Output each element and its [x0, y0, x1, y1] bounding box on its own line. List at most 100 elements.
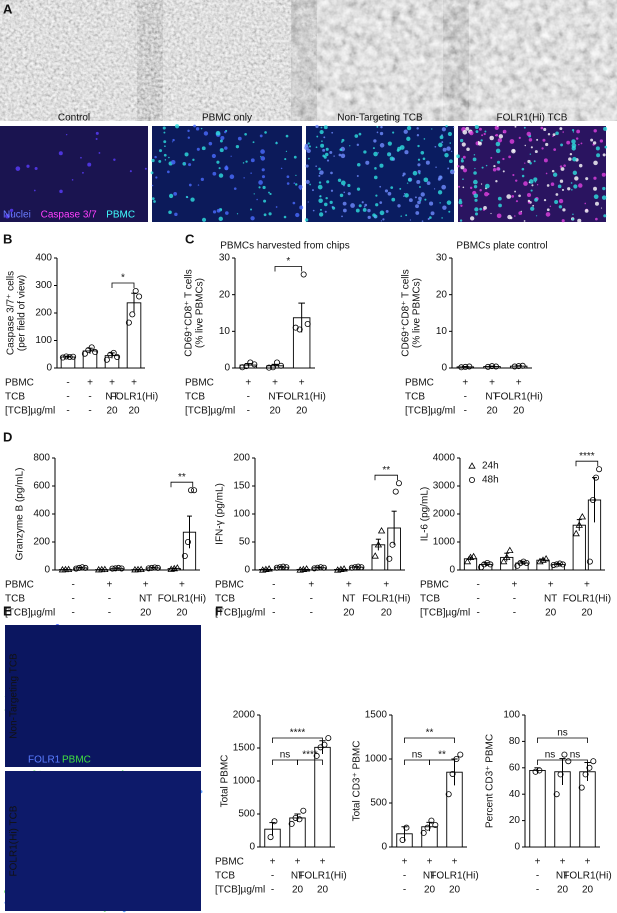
cell [545, 212, 551, 217]
condition-value: 20 [582, 885, 594, 896]
cell [439, 202, 441, 204]
condition-value: + [402, 857, 408, 868]
cell [400, 215, 402, 217]
data-point [352, 564, 359, 571]
fluorescence-image [0, 126, 148, 222]
data-point [499, 557, 508, 565]
cell [158, 159, 162, 163]
y-tick-label: 500 [370, 798, 387, 809]
cell [530, 206, 535, 211]
cell [164, 145, 166, 148]
cell [367, 208, 371, 213]
cell [595, 217, 598, 221]
cell [514, 125, 517, 128]
condition-label: PBMC [420, 580, 449, 591]
cell [339, 193, 344, 198]
cell [481, 134, 484, 137]
data-point [374, 540, 383, 548]
cell [480, 183, 483, 185]
y-axis-label: (% live PBMCs) [195, 278, 206, 348]
cell [593, 194, 599, 200]
condition-value: FOLR1(Hi) [110, 392, 158, 403]
cell [196, 147, 200, 151]
condition-value: 20 [557, 885, 569, 896]
data-point [317, 564, 324, 571]
cell [264, 131, 267, 134]
cell [415, 211, 420, 215]
cell [389, 153, 392, 155]
cell [460, 159, 464, 163]
cell [485, 164, 488, 167]
cell [460, 165, 465, 170]
cell [438, 142, 443, 148]
panel-label: B [3, 231, 12, 246]
cell [416, 134, 420, 137]
fluorescence-image [458, 126, 606, 222]
condition-value: 20 [128, 406, 140, 417]
condition-value: NT [105, 392, 118, 403]
y-tick-label: 400 [33, 509, 50, 520]
legend-label: 24h [482, 461, 499, 472]
condition-label: PBMC [5, 378, 34, 389]
sig-label: ** [438, 750, 446, 761]
cell [200, 177, 204, 182]
brightfield-image [306, 0, 454, 110]
cell [347, 183, 351, 188]
cell [524, 144, 527, 147]
cell [326, 180, 330, 184]
cell [569, 153, 573, 156]
cell [418, 196, 422, 201]
cell [362, 208, 367, 212]
cell [578, 183, 583, 188]
condition-value: - [310, 594, 313, 605]
cell [474, 207, 479, 212]
cell [237, 136, 242, 141]
cell [295, 174, 297, 177]
condition-value: FOLR1(Hi) [277, 392, 325, 403]
y-axis-label: Total PBMC [220, 755, 231, 808]
sig-label: **** [579, 451, 595, 462]
cell [559, 179, 564, 183]
cell [558, 198, 564, 204]
y-tick-label: 300 [35, 280, 52, 291]
cell [594, 201, 599, 206]
data-point [395, 480, 402, 487]
cell [507, 214, 512, 220]
data-point [582, 771, 589, 778]
condition-value: NT [556, 871, 569, 882]
data-point [519, 362, 526, 369]
data-point [575, 521, 583, 528]
condition-value: - [272, 594, 275, 605]
condition-value: + [308, 580, 314, 591]
cell [252, 141, 255, 144]
cell [487, 193, 490, 196]
cell [453, 126, 455, 129]
cell [601, 172, 606, 177]
condition-label: PBMC [5, 580, 34, 591]
cell [528, 181, 531, 184]
data-point [267, 834, 274, 841]
e-side-label: FOLR1(Hi) TCB [9, 805, 20, 876]
cell [425, 160, 430, 165]
cell [419, 186, 421, 188]
cell [447, 131, 453, 137]
condition-value: + [143, 580, 149, 591]
cell [557, 184, 562, 189]
condition-value: + [548, 580, 554, 591]
cell [429, 216, 432, 219]
cell [379, 143, 385, 148]
condition-value: FOLR1(Hi) [563, 871, 611, 882]
cell [441, 127, 446, 132]
condition-value: NT [544, 594, 557, 605]
cell [420, 192, 425, 197]
cell [441, 141, 444, 144]
condition-value: FOLR1(Hi) [494, 392, 542, 403]
cell [530, 146, 533, 149]
chart-title: PBMCs harvested from chips [220, 241, 350, 252]
condition-label: TCB [185, 392, 205, 403]
cell [445, 125, 448, 128]
cell [340, 180, 346, 186]
condition-value: - [108, 608, 111, 619]
cell [553, 148, 557, 151]
cell [578, 143, 580, 146]
